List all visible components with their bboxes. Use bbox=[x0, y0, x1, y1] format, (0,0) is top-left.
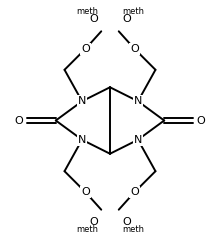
Text: N: N bbox=[134, 96, 142, 106]
Text: N: N bbox=[78, 135, 86, 145]
Text: O: O bbox=[89, 217, 98, 227]
Text: O: O bbox=[81, 44, 90, 54]
Text: O: O bbox=[130, 187, 139, 197]
Text: N: N bbox=[134, 135, 142, 145]
Text: meth: meth bbox=[122, 225, 144, 234]
Text: meth: meth bbox=[76, 225, 98, 234]
Text: O: O bbox=[122, 14, 131, 24]
Text: O: O bbox=[130, 44, 139, 54]
Text: O: O bbox=[81, 187, 90, 197]
Text: O: O bbox=[122, 217, 131, 227]
Text: O: O bbox=[15, 115, 23, 126]
Text: meth: meth bbox=[76, 7, 98, 16]
Text: O: O bbox=[197, 115, 205, 126]
Text: meth: meth bbox=[122, 7, 144, 16]
Text: O: O bbox=[89, 14, 98, 24]
Text: N: N bbox=[78, 96, 86, 106]
